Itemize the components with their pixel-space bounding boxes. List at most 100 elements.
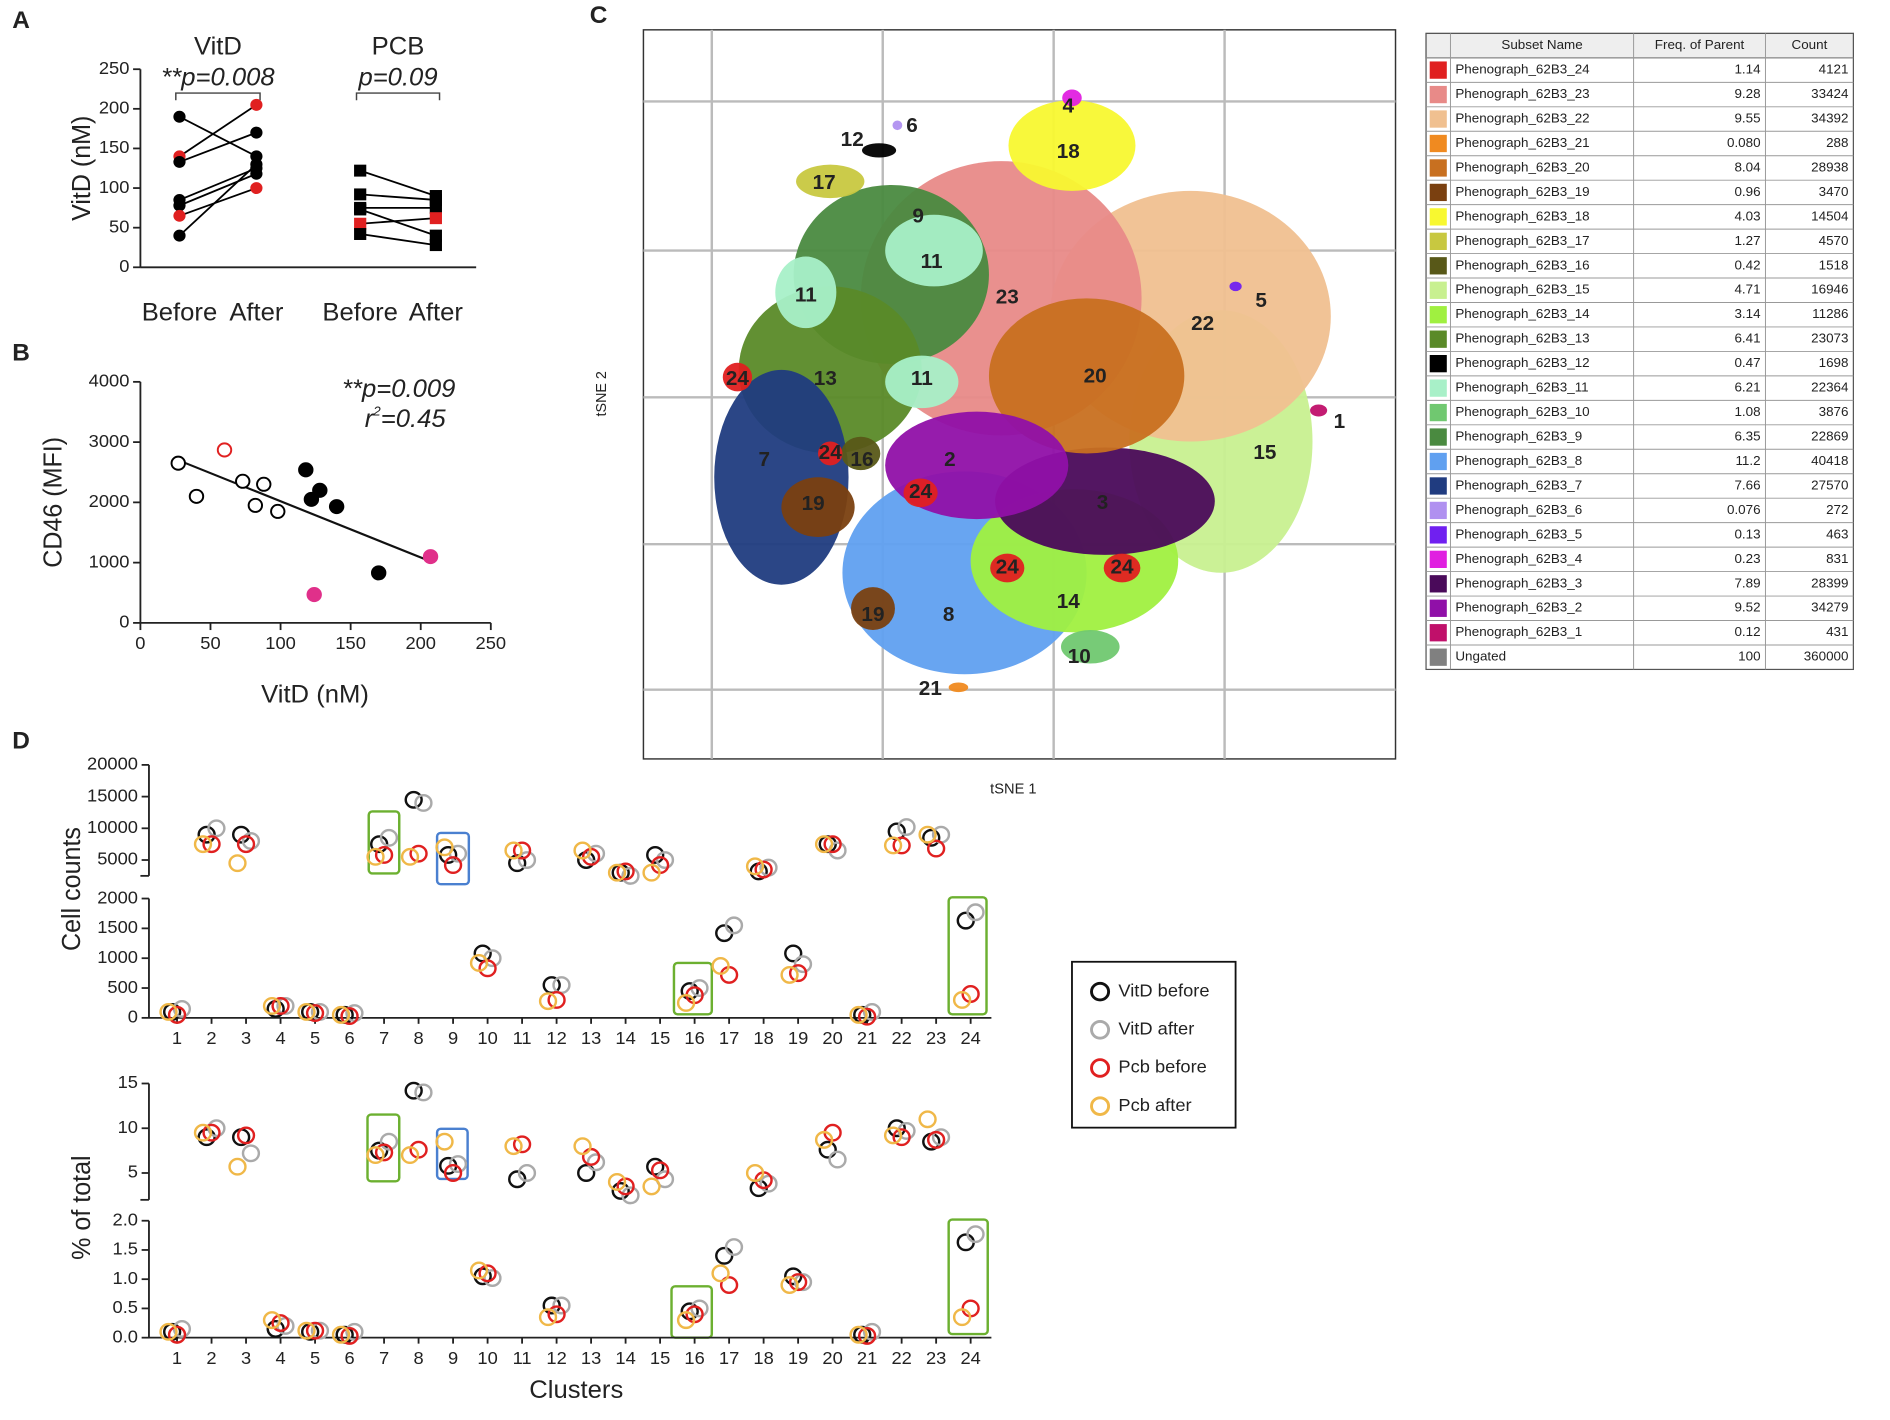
x-tick-label: 50 bbox=[200, 633, 220, 653]
cluster-region bbox=[1008, 100, 1136, 191]
cluster-label: 21 bbox=[919, 677, 942, 700]
cluster-label: 6 bbox=[906, 114, 918, 137]
point bbox=[849, 1325, 868, 1344]
y-tick-label: 150 bbox=[99, 137, 130, 157]
point bbox=[611, 1181, 630, 1200]
x-tick-label: 1 bbox=[172, 1348, 182, 1368]
y-tick-label: 0 bbox=[128, 1007, 138, 1027]
point bbox=[814, 835, 834, 854]
point bbox=[690, 1299, 709, 1318]
table-freq: 8.04 bbox=[1734, 160, 1760, 175]
point bbox=[711, 1264, 730, 1283]
point bbox=[883, 836, 903, 855]
x-tick-label: 13 bbox=[581, 1028, 601, 1048]
cluster-region bbox=[990, 553, 1025, 583]
r-squared: r2=0.45 bbox=[365, 403, 447, 432]
cluster-label: 11 bbox=[795, 283, 817, 306]
point bbox=[724, 1238, 744, 1256]
pair-line bbox=[360, 233, 437, 246]
cluster-region bbox=[1062, 89, 1082, 107]
x-tick-label: 2 bbox=[206, 1028, 216, 1048]
point bbox=[552, 976, 571, 994]
x-axis-label: Clusters bbox=[529, 1376, 623, 1404]
highlight-box bbox=[947, 896, 988, 1016]
y-tick-label: 200 bbox=[99, 98, 130, 118]
r: r bbox=[365, 405, 375, 433]
point bbox=[167, 1005, 187, 1024]
table-freq: 1.27 bbox=[1734, 233, 1760, 248]
table-freq: 9.28 bbox=[1734, 86, 1760, 101]
table-freq: 9.55 bbox=[1734, 111, 1760, 126]
table-count: 3470 bbox=[1819, 184, 1849, 199]
table-name: Phenograph_62B3_6 bbox=[1455, 502, 1582, 517]
table-swatch bbox=[1429, 379, 1447, 397]
x-tick-label: 1 bbox=[172, 1028, 182, 1048]
table-count: 40418 bbox=[1811, 453, 1848, 468]
point bbox=[173, 110, 186, 123]
table-name: Phenograph_62B3_9 bbox=[1455, 429, 1582, 444]
point bbox=[793, 1273, 813, 1292]
table-freq: 0.13 bbox=[1734, 526, 1760, 541]
table-swatch bbox=[1429, 501, 1447, 520]
x-tick-label: 12 bbox=[546, 1348, 566, 1368]
point bbox=[354, 188, 367, 201]
cluster-label: 24 bbox=[1110, 556, 1134, 579]
x-tick-label: 14 bbox=[615, 1028, 635, 1048]
table-swatch bbox=[1429, 306, 1447, 324]
legend-label: VitD before bbox=[1118, 981, 1209, 1001]
point bbox=[256, 476, 272, 492]
point bbox=[374, 1143, 394, 1162]
table-count: 3876 bbox=[1819, 404, 1849, 419]
cluster-region bbox=[850, 587, 895, 631]
x-tick-label: 2 bbox=[206, 1348, 216, 1368]
highlight-box bbox=[367, 810, 401, 875]
y-tick-label: 1.0 bbox=[113, 1268, 138, 1288]
table-count: 11286 bbox=[1812, 306, 1848, 321]
y-tick-label: 250 bbox=[99, 58, 130, 78]
point bbox=[197, 1128, 216, 1147]
table-name: Phenograph_62B3_23 bbox=[1455, 86, 1589, 101]
point bbox=[159, 1002, 178, 1021]
cluster-label: 23 bbox=[996, 286, 1019, 309]
table-count: 34392 bbox=[1811, 111, 1848, 126]
panel-label: B bbox=[12, 340, 30, 367]
point bbox=[443, 856, 463, 875]
x-tick-label: 9 bbox=[448, 1348, 458, 1368]
point bbox=[952, 991, 972, 1009]
point bbox=[966, 903, 985, 922]
cluster-label: 24 bbox=[819, 441, 843, 464]
table-name: Phenograph_62B3_20 bbox=[1455, 160, 1589, 175]
point bbox=[404, 790, 423, 809]
cluster-region bbox=[903, 478, 938, 508]
table-count: 1518 bbox=[1819, 257, 1849, 272]
table-name: Phenograph_62B3_17 bbox=[1455, 233, 1589, 248]
x-tick-label: 12 bbox=[546, 1028, 566, 1048]
y-tick-label: 1000 bbox=[97, 947, 138, 967]
table-swatch bbox=[1429, 477, 1447, 495]
point bbox=[236, 1126, 256, 1145]
y-axis-label: VitD (nM) bbox=[68, 116, 96, 221]
point bbox=[297, 1002, 316, 1021]
point bbox=[918, 1110, 937, 1129]
table-count: 23073 bbox=[1811, 331, 1848, 346]
point bbox=[745, 1164, 765, 1182]
table-swatch bbox=[1429, 575, 1447, 593]
pair-line bbox=[359, 208, 437, 237]
point bbox=[276, 996, 295, 1015]
point bbox=[167, 1325, 187, 1344]
point bbox=[883, 1126, 903, 1145]
cluster-label: 9 bbox=[912, 205, 924, 228]
point bbox=[354, 203, 367, 216]
point bbox=[719, 1276, 739, 1294]
point bbox=[966, 1225, 985, 1244]
point bbox=[814, 1130, 834, 1149]
point bbox=[193, 835, 213, 854]
cluster-region bbox=[841, 436, 881, 471]
table-swatch bbox=[1429, 110, 1447, 128]
table-count: 34279 bbox=[1811, 600, 1848, 615]
point bbox=[173, 155, 186, 168]
table-count: 272 bbox=[1826, 502, 1848, 517]
point bbox=[621, 866, 640, 885]
table-freq: 3.14 bbox=[1734, 306, 1760, 321]
cluster-label: 18 bbox=[1057, 140, 1080, 163]
